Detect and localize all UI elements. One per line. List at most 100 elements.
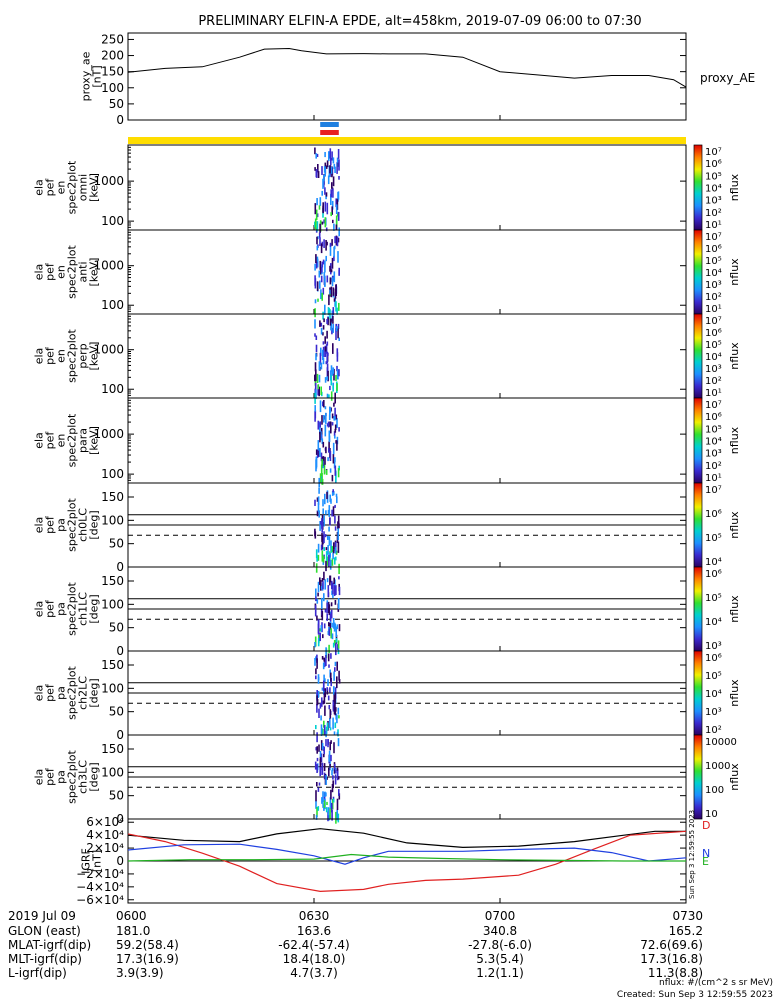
colorbar-tick-label: 10⁴ bbox=[705, 689, 722, 700]
spectrogram-cell bbox=[323, 166, 326, 173]
spectrogram-cell bbox=[314, 405, 316, 412]
spectrogram-cell bbox=[317, 554, 320, 561]
spectrogram-cell bbox=[317, 164, 319, 173]
spectrogram-cell bbox=[327, 175, 330, 185]
spectrogram-cell bbox=[322, 728, 324, 735]
y-tick-label: 100 bbox=[101, 382, 124, 396]
spectrogram-cell bbox=[335, 375, 337, 381]
spectrogram-cell bbox=[315, 656, 317, 661]
spectrogram-cell bbox=[325, 227, 328, 232]
spectrogram-cell bbox=[323, 754, 325, 758]
spectrogram-cell bbox=[323, 792, 326, 803]
y-tick-label: 1000 bbox=[93, 174, 124, 188]
spectrogram-cell bbox=[322, 555, 325, 563]
y-axis-label: en bbox=[55, 434, 68, 448]
spectrogram-cell bbox=[324, 493, 326, 505]
spectrogram-cell bbox=[331, 474, 334, 482]
spectrogram-cell bbox=[322, 581, 324, 590]
spectrogram-cell bbox=[335, 198, 337, 208]
spectrogram-cell bbox=[314, 761, 317, 770]
spectrogram-cell bbox=[323, 623, 326, 629]
spectrogram-cell bbox=[325, 255, 327, 262]
spectrogram-cell bbox=[320, 586, 323, 590]
spectrogram-cell bbox=[331, 413, 334, 419]
spectrogram-cell bbox=[337, 528, 339, 541]
spectrogram-cell bbox=[329, 553, 331, 558]
colorbar-label: nflux bbox=[728, 342, 741, 370]
colorbar-tick-label: 10⁷ bbox=[705, 147, 722, 158]
spectrogram-cell bbox=[331, 768, 334, 772]
y-tick-label: −2×10⁴ bbox=[76, 867, 124, 881]
spectrogram-cell bbox=[329, 318, 332, 326]
colorbar-tick-label: 10⁴ bbox=[705, 557, 722, 568]
y-axis-label: ch2LC bbox=[77, 676, 90, 710]
spectrogram-cell bbox=[336, 661, 338, 671]
spectrogram-cell bbox=[325, 510, 327, 515]
spectrogram-cell bbox=[335, 493, 338, 497]
panel-frame bbox=[127, 313, 687, 399]
spectrogram-cell bbox=[338, 369, 340, 377]
spectrogram-cell bbox=[324, 276, 326, 287]
spectrogram-cell bbox=[320, 580, 322, 591]
spectrogram-cell bbox=[316, 236, 318, 245]
spectrogram-cell bbox=[335, 626, 337, 638]
spectrogram-cell bbox=[333, 416, 335, 421]
spectrogram-cell bbox=[321, 578, 324, 582]
ephemeris-value: -62.4(-57.4) bbox=[278, 938, 349, 952]
spectrogram-cell bbox=[338, 793, 341, 800]
spectrogram-cell bbox=[317, 384, 319, 396]
spectrogram-cell bbox=[325, 551, 328, 561]
spectrogram-cell bbox=[323, 415, 325, 423]
spectrogram-cell bbox=[329, 242, 332, 247]
spectrogram-cell bbox=[335, 414, 338, 420]
y-axis-label: [deg] bbox=[88, 510, 101, 539]
spectrogram-cell bbox=[336, 732, 339, 736]
spectrogram-cell bbox=[335, 204, 338, 214]
spectrogram-cell bbox=[315, 588, 317, 597]
spectrogram-cell bbox=[317, 637, 320, 647]
y-tick-label: 1000 bbox=[93, 427, 124, 441]
spectrogram-cell bbox=[324, 705, 326, 716]
spectrogram-cell bbox=[336, 383, 338, 392]
y-axis-label: spec2plot bbox=[66, 413, 79, 467]
spectrogram-cell bbox=[328, 151, 330, 162]
spectrogram-cell bbox=[337, 251, 339, 263]
spectrogram-cell bbox=[329, 165, 331, 174]
spectrogram-cell bbox=[322, 178, 324, 189]
y-axis-label: ch3LC bbox=[77, 760, 90, 794]
igrf-line-2 bbox=[127, 843, 687, 865]
spectrogram-cell bbox=[335, 215, 338, 228]
spectrogram-cell bbox=[321, 687, 324, 691]
spectrogram-cell bbox=[323, 464, 326, 475]
spectrogram-cell bbox=[336, 644, 339, 650]
spectrogram-cell bbox=[328, 394, 330, 398]
spectrogram-cell bbox=[318, 708, 320, 718]
spectrogram-cell bbox=[331, 200, 334, 210]
spectrogram-cell bbox=[334, 236, 336, 244]
colorbar-label: nflux bbox=[728, 763, 741, 791]
spectrogram-cell bbox=[333, 255, 335, 262]
y-axis-label: ela bbox=[33, 601, 46, 618]
spectrogram-cell bbox=[326, 801, 328, 805]
colorbar-tick-label: 10⁵ bbox=[705, 533, 722, 544]
spectrogram-cell bbox=[325, 361, 328, 365]
spectrogram-cell bbox=[338, 586, 341, 596]
y-axis-label: [keV] bbox=[88, 426, 101, 455]
spectrogram-cell bbox=[329, 575, 332, 583]
spectrogram-cell bbox=[317, 623, 320, 634]
y-tick-label: 100 bbox=[101, 467, 124, 481]
spectrogram-cell bbox=[326, 202, 329, 215]
spectrogram-cell bbox=[316, 256, 319, 268]
ephemeris-time: 0600 bbox=[116, 909, 147, 923]
spectrogram-cell bbox=[337, 776, 340, 780]
y-axis-label: [nT] bbox=[91, 65, 104, 87]
spectrogram-cell bbox=[314, 167, 316, 171]
y-tick-label: −6×10⁴ bbox=[76, 893, 124, 907]
colorbar-tick-label: 10⁵ bbox=[705, 593, 722, 604]
spectrogram-cell bbox=[333, 461, 336, 469]
spectrogram-cell bbox=[335, 328, 337, 340]
y-axis-label: ela bbox=[33, 769, 46, 786]
spectrogram-cell bbox=[333, 491, 335, 496]
spectrogram-cell bbox=[329, 764, 331, 768]
ephemeris-value: 17.3(16.9) bbox=[116, 952, 179, 966]
